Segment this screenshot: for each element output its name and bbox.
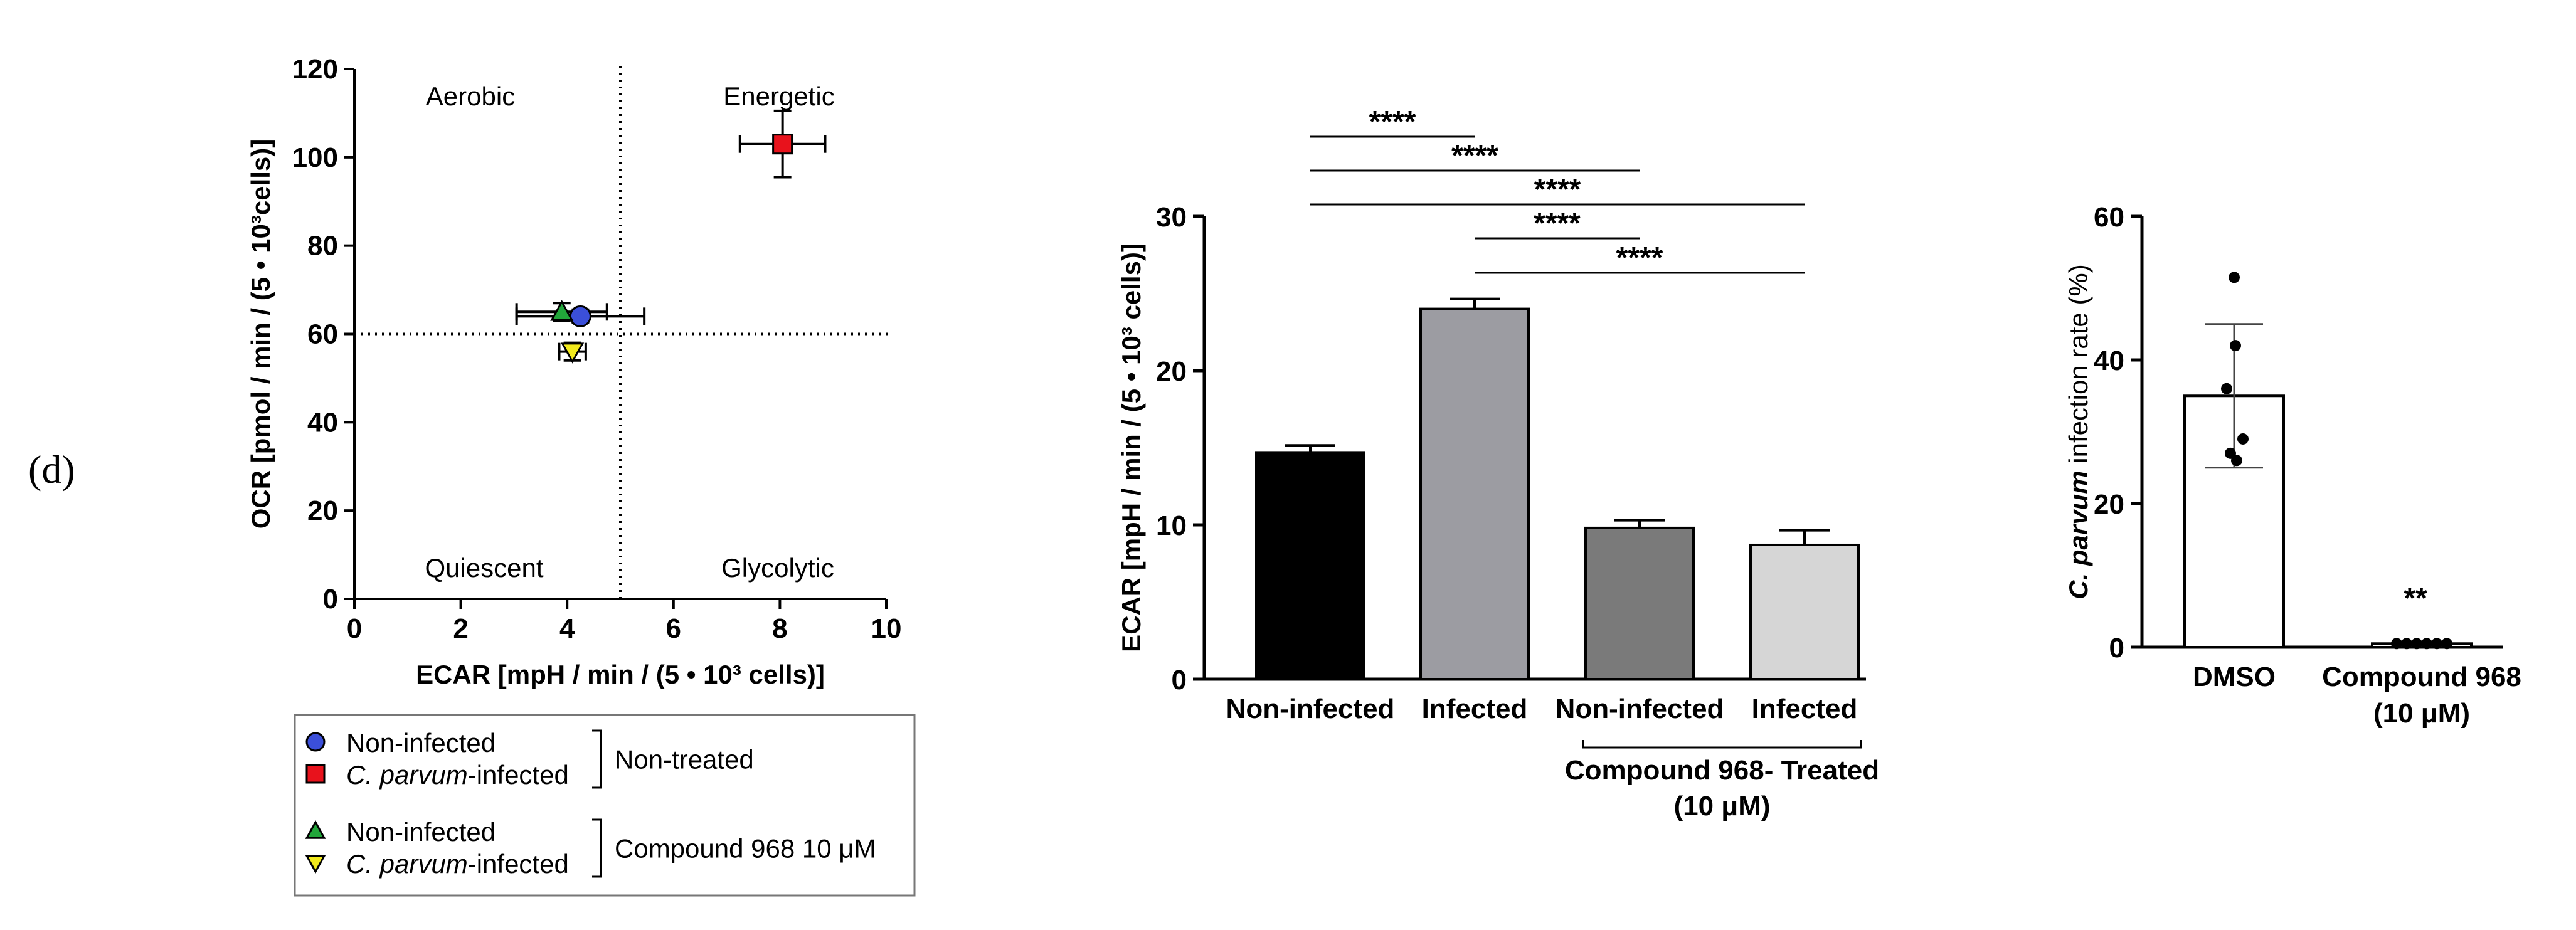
legend-item-label: C. parvum-infected — [346, 760, 569, 790]
panel-label: (d) — [28, 447, 75, 492]
data-point — [2411, 638, 2422, 650]
legend-item-label: C. parvum-infected — [346, 849, 569, 879]
data-point — [2221, 383, 2232, 394]
significance-label: **** — [1451, 139, 1498, 172]
data-point — [2230, 340, 2241, 352]
x-tick-label: 10 — [871, 613, 902, 644]
data-point — [2421, 638, 2432, 650]
x-category-sublabel: (10 μM) — [2373, 698, 2470, 729]
y-tick-label: 20 — [1156, 356, 1187, 387]
x-category-label: Non-infected — [1226, 694, 1395, 724]
x-category-label: Infected — [1752, 694, 1858, 724]
legend-marker-square — [305, 764, 326, 784]
significance-label: **** — [1616, 241, 1663, 275]
group-sublabel: (10 μM) — [1673, 791, 1770, 822]
infection-rate-bar-chart: 0 20 40 60 DMSO Compound 968 (10 μM) ** C. parvu… — [2064, 202, 2521, 729]
data-point — [2231, 455, 2242, 467]
legend-marker-triangle-up — [305, 820, 326, 839]
data-point — [2431, 638, 2442, 650]
legend-marker-circle — [305, 732, 326, 752]
group-bracket — [1582, 740, 1862, 749]
legend-group-label: Non-treated — [615, 745, 754, 774]
group-label: Compound 968- Treated — [1565, 755, 1879, 786]
y-tick-label: 60 — [307, 319, 338, 350]
data-point — [2391, 638, 2402, 650]
legend-box — [294, 714, 916, 897]
legend-group-label: Compound 968 10 μM — [615, 834, 876, 864]
legend-item-label: Non-infected — [346, 817, 496, 847]
quadrant-label-quiescent: Quiescent — [425, 553, 543, 583]
quadrant-label-energetic: Energetic — [723, 82, 834, 111]
significance-label: **** — [1369, 105, 1416, 139]
data-point — [2441, 638, 2452, 650]
x-tick-label: 8 — [772, 613, 787, 644]
legend-group-bracket — [592, 818, 602, 878]
bar — [1255, 451, 1365, 680]
y-tick-label: 120 — [292, 54, 338, 85]
legend-marker-triangle-down — [305, 855, 326, 874]
x-axis-title: ECAR [mpH / min / (5 • 10³ cells)] — [416, 660, 825, 689]
y-tick-label: 0 — [1172, 665, 1187, 695]
data-point — [2237, 433, 2249, 445]
y-tick-label: 20 — [2094, 489, 2124, 520]
x-tick-label: 2 — [453, 613, 468, 644]
y-axis-title: OCR [pmol / min / (5 • 10³cells)] — [246, 139, 275, 529]
y-tick-label: 10 — [1156, 510, 1187, 541]
legend-item-label: Non-infected — [346, 728, 496, 758]
ecar-bar-chart: 0 10 20 30 Non-infected Infected Non-infected I… — [1116, 105, 1879, 822]
significance-label: **** — [1534, 173, 1581, 206]
y-tick-label: 0 — [2109, 633, 2124, 663]
bar — [1419, 307, 1530, 681]
y-axis-title: ECAR [mpH / min / (5 • 10³ cells)] — [1116, 243, 1146, 652]
bar — [1584, 526, 1695, 680]
y-tick-label: 40 — [2094, 346, 2124, 376]
y-tick-label: 60 — [2094, 202, 2124, 233]
x-category-label: Non-infected — [1556, 694, 1724, 724]
data-point-triangle-down — [561, 342, 585, 364]
x-tick-label: 4 — [559, 613, 575, 644]
x-category-label: Infected — [1422, 694, 1528, 724]
data-point-circle — [569, 305, 591, 327]
x-category-label: Compound 968 — [2322, 662, 2521, 692]
data-point — [2229, 272, 2240, 283]
y-tick-label: 40 — [307, 407, 338, 438]
data-point-triangle-up — [550, 300, 574, 321]
y-tick-label: 30 — [1156, 202, 1187, 233]
significance-label: **** — [1534, 207, 1581, 240]
bar — [1749, 543, 1860, 680]
y-tick-label: 100 — [292, 142, 338, 173]
quadrant-label-glycolytic: Glycolytic — [721, 553, 834, 583]
y-tick-label: 20 — [307, 495, 338, 526]
y-axis-title: C. parvum infection rate (%) — [2064, 264, 2093, 600]
significance-annotation: ** — [2404, 582, 2427, 615]
x-tick-label: 0 — [347, 613, 362, 644]
x-tick-label: 6 — [666, 613, 681, 644]
data-point — [2401, 638, 2412, 650]
x-category-label: DMSO — [2193, 662, 2276, 692]
legend-group-bracket — [592, 729, 602, 789]
y-tick-label: 0 — [323, 584, 338, 615]
y-tick-label: 80 — [307, 231, 338, 262]
quadrant-label-aerobic: Aerobic — [426, 82, 515, 111]
data-point-square — [772, 134, 793, 155]
